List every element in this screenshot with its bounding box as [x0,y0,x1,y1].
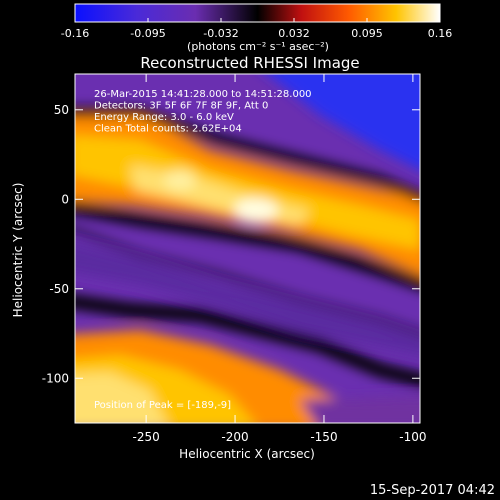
x-tick-label: -200 [221,430,248,444]
y-axis-label: Heliocentric Y (arcsec) [11,183,25,318]
y-tick-label: -100 [42,371,69,385]
annotation-line: Clean Total counts: 2.62E+04 [94,124,242,135]
x-tick-label: -250 [133,430,160,444]
x-tick-label: -150 [310,430,337,444]
annotation-line: Energy Range: 3.0 - 6.0 keV [94,112,234,123]
y-axis-ticks: 50 0 -50 -100 [42,103,420,385]
chart-title: Reconstructed RHESSI Image [140,54,359,72]
annotation-line: Detectors: 3F 5F 6F 7F 8F 9F, Att 0 [94,101,268,112]
colorbar-tick-label: 0.032 [278,27,310,40]
colorbar-ticks: -0.16 -0.095 -0.032 0.032 0.095 0.16 [61,18,452,40]
peak-position-label: Position of Peak = [-189,-9] [94,400,231,411]
y-tick-label: -50 [49,282,69,296]
y-tick-label: 0 [61,192,69,206]
colorbar-tick-label: -0.032 [203,27,238,40]
colorbar-label: (photons cm⁻² s⁻¹ asec⁻²) [187,40,329,53]
colorbar-tick-label: 0.16 [428,27,453,40]
colorbar-tick-label: -0.095 [130,27,165,40]
x-axis-ticks: -250 -200 -150 -100 [133,74,427,444]
heatmap-blue-region [267,74,420,170]
plot-frame [74,73,421,424]
timestamp: 15-Sep-2017 04:42 [370,483,495,498]
annotation-line: 26-Mar-2015 14:41:28.000 to 14:51:28.000 [94,89,312,100]
x-axis-label: Heliocentric X (arcsec) [179,447,315,461]
x-tick-label: -100 [399,430,426,444]
annotation-block: 26-Mar-2015 14:41:28.000 to 14:51:28.000… [94,89,312,135]
colorbar-tick-label: 0.095 [351,27,383,40]
y-tick-label: 50 [54,103,69,117]
heatmap-image [75,74,420,423]
colorbar-tick-label: -0.16 [61,27,89,40]
colorbar [74,3,441,23]
